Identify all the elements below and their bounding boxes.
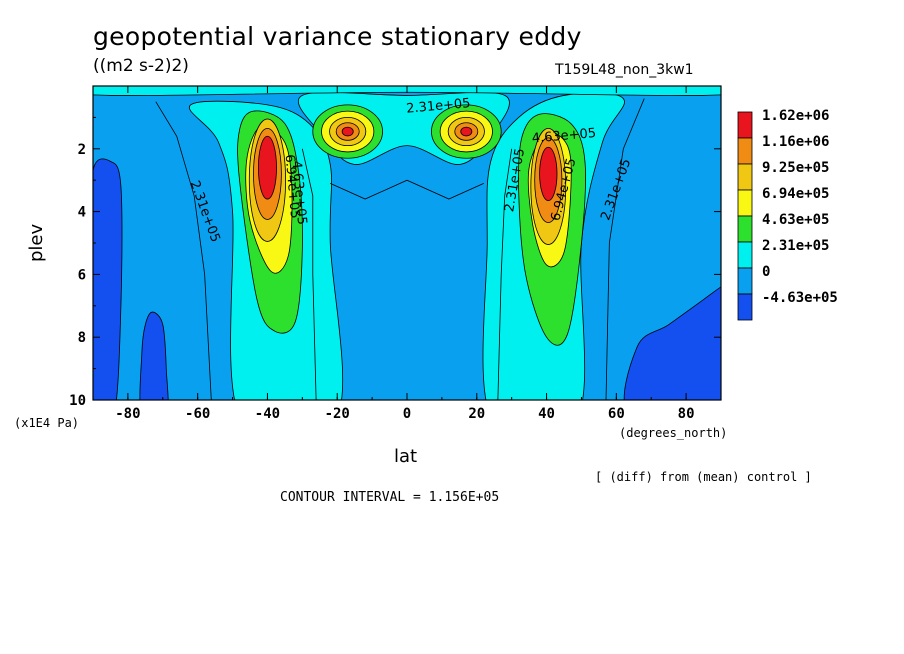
x-tick-label: 40: [538, 406, 555, 422]
colorbar-label: 1.16e+06: [762, 134, 829, 150]
x-tick-label: -80: [115, 406, 140, 422]
colorbar: 1.62e+06 1.16e+06 9.25e+05 6.94e+05 4.63e+05…: [737, 108, 838, 321]
contour-label-1: 2.31e+05: [406, 96, 471, 117]
x-tick-label: -20: [325, 406, 350, 422]
plot-axes: -80 -60 -40 -20 0 20 40 60 80 2 4 6 8 10: [69, 85, 722, 422]
colorbar-swatch: [737, 189, 753, 217]
y-tick-label: 10: [69, 393, 86, 409]
x-tick-label: 20: [468, 406, 485, 422]
colorbar-label: 4.63e+05: [762, 212, 829, 228]
run-label: T159L48_non_3kw1: [555, 62, 694, 78]
colorbar-label: -4.63e+05: [762, 290, 838, 306]
colorbar-label: 6.94e+05: [762, 186, 829, 202]
x-tick-label: 60: [608, 406, 625, 422]
contour-line-upper-band: [330, 179, 484, 200]
contour-line-north-inner: [497, 148, 513, 400]
y-tick-label: 2: [78, 142, 86, 158]
diff-note: [ (diff) from (mean) control ]: [595, 470, 812, 484]
red-max-south: [257, 135, 277, 200]
negative-region-southwest: [139, 311, 169, 400]
colorbar-swatch: [737, 111, 753, 139]
y-axis-units: (x1E4 Pa): [14, 416, 80, 430]
colorbar-swatch: [737, 293, 753, 321]
contour-line-north-outer: [605, 98, 645, 400]
colorbar-label: 9.25e+05: [762, 160, 829, 176]
red-max-north: [539, 146, 558, 202]
negative-region-east: [623, 286, 721, 400]
red-max-upper-south: [341, 126, 354, 137]
colorbar-swatch: [737, 267, 753, 295]
x-tick-label: -40: [255, 406, 280, 422]
y-axis-label: plev: [26, 223, 47, 262]
y-tick-label: 4: [78, 205, 86, 221]
colorbar-swatch: [737, 137, 753, 165]
chart-units: ((m2 s-2)2): [93, 56, 189, 76]
colorbar-label: 2.31e+05: [762, 238, 829, 254]
contour-line-south-inner: [301, 148, 317, 400]
contour-label-7: 4.63e+05: [289, 160, 310, 225]
negative-region-west: [93, 158, 123, 400]
colorbar-swatch: [737, 215, 753, 243]
contour-interval: CONTOUR INTERVAL = 1.156E+05: [280, 490, 500, 505]
x-axis-label: lat: [394, 446, 418, 467]
x-tick-label: 80: [678, 406, 695, 422]
chart-title: geopotential variance stationary eddy: [93, 22, 582, 51]
contour-label-2: 4.63e+05: [531, 126, 596, 147]
colorbar-label: 0: [762, 264, 770, 280]
contour-label-6: 6.94e+05: [282, 154, 303, 219]
contour-line-south-outer: [155, 101, 212, 400]
y-tick-label: 8: [78, 330, 86, 346]
contour-field: 2.31e+052.31e+054.63e+052.31e+05 6.94e+05…: [93, 86, 721, 400]
colorbar-swatch: [737, 163, 753, 191]
x-tick-label: -60: [185, 406, 210, 422]
red-max-upper-north: [460, 126, 473, 137]
colorbar-label: 1.62e+06: [762, 108, 829, 124]
colorbar-swatch: [737, 241, 753, 269]
x-axis-units: (degrees_north): [619, 426, 728, 440]
x-tick-label: 0: [403, 406, 411, 422]
y-tick-label: 6: [78, 267, 86, 283]
